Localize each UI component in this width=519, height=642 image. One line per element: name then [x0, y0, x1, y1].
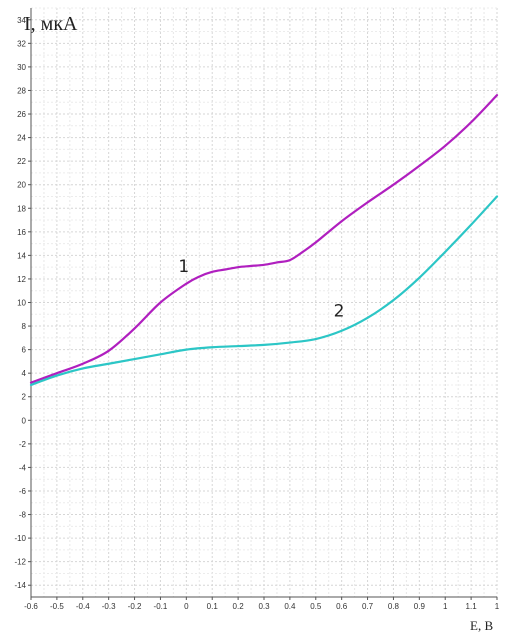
y-tick-label: 2	[22, 393, 27, 402]
y-tick-label: 28	[17, 86, 26, 95]
x-tick-labels: -0.6 -0.5 -0.4 -0.3 -0.2 -0.1 0 0.1 0.2 0.3 0.4 0.5…	[24, 597, 500, 611]
y-tick-label: 10	[17, 299, 26, 308]
curve-labels: 12	[178, 257, 344, 322]
series-lines	[29, 94, 499, 387]
y-tick-label: -4	[19, 463, 27, 472]
y-tick-label: 32	[17, 39, 26, 48]
series-line-1	[29, 94, 499, 384]
curve-label-1: 1	[178, 257, 189, 277]
y-tick-labels: -14-12-10-8-6-4-202468101214161820222426…	[14, 16, 31, 590]
y-tick-label: 22	[17, 157, 26, 166]
y-tick-label: 4	[22, 369, 27, 378]
y-tick-label: 34	[17, 16, 26, 25]
x-tick-label: 0.9	[414, 602, 426, 611]
x-tick-label: -0.4	[76, 602, 90, 611]
x-tick-label: 0.1	[207, 602, 219, 611]
x-tick-label: 0.5	[310, 602, 322, 611]
y-tick-label: 14	[17, 251, 26, 260]
grid	[30, 7, 498, 598]
x-tick-label: -0.2	[128, 602, 142, 611]
y-tick-label: 0	[22, 416, 27, 425]
y-tick-label: 20	[17, 181, 26, 190]
y-tick-label: -8	[19, 511, 27, 520]
y-tick-label: 8	[22, 322, 27, 331]
x-tick-label: 0.6	[336, 602, 348, 611]
y-tick-label: 12	[17, 275, 26, 284]
x-tick-label: 1	[443, 602, 448, 611]
x-tick-label: 0.3	[258, 602, 270, 611]
y-tick-label: 16	[17, 228, 26, 237]
y-tick-label: 24	[17, 134, 26, 143]
y-axis-title: I, мкА	[24, 13, 78, 35]
y-tick-label: -2	[19, 440, 27, 449]
x-tick-label: 1.1	[466, 602, 478, 611]
y-tick-label: 18	[17, 204, 26, 213]
y-tick-label: -12	[14, 558, 26, 567]
y-tick-label: 6	[22, 346, 27, 355]
x-tick-label: -0.1	[154, 602, 168, 611]
y-tick-label: -14	[14, 581, 26, 590]
curve-label-2: 2	[334, 302, 345, 322]
x-tick-label: 0.8	[388, 602, 400, 611]
y-tick-label: -6	[19, 487, 27, 496]
series-line-2	[29, 195, 499, 387]
x-tick-label: 0.2	[233, 602, 245, 611]
y-tick-label: 26	[17, 110, 26, 119]
x-tick-label: -0.6	[24, 602, 38, 611]
y-tick-label: -10	[14, 534, 26, 543]
x-tick-label: 0.4	[284, 602, 296, 611]
x-axis-title: E, B	[470, 618, 493, 633]
x-tick-label: -0.3	[102, 602, 116, 611]
x-tick-label: 1	[495, 602, 500, 611]
y-tick-label: 30	[17, 63, 26, 72]
x-tick-label: 0.7	[362, 602, 374, 611]
x-tick-label: -0.5	[50, 602, 64, 611]
x-tick-label: 0	[184, 602, 189, 611]
